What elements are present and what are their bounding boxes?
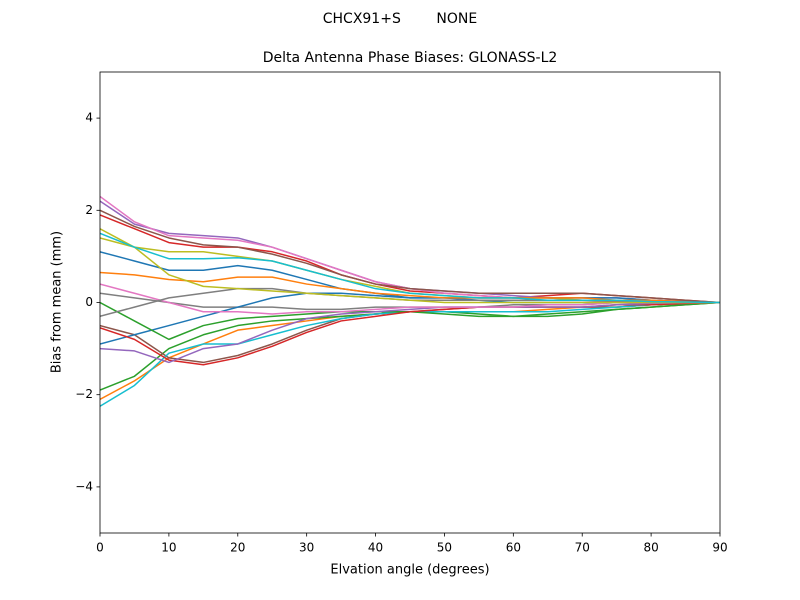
x-axis-label: Elvation angle (degrees) (330, 563, 489, 578)
y-tick-label: 2 (85, 203, 93, 217)
x-tick-label: 40 (368, 541, 383, 555)
y-tick-label: 4 (85, 111, 93, 125)
x-tick-label: 80 (643, 541, 658, 555)
suptitle: CHCX91+S NONE (323, 11, 478, 27)
data-line (100, 209, 720, 304)
x-tick-label: 60 (506, 541, 521, 555)
x-tick-label: 10 (161, 541, 176, 555)
data-line (100, 228, 720, 304)
data-line (100, 232, 720, 304)
x-tick-label: 0 (96, 541, 104, 555)
x-tick-label: 90 (712, 541, 727, 555)
y-tick-label: −4 (75, 479, 93, 493)
y-axis-label: Bias from mean (mm) (50, 231, 65, 373)
x-tick-label: 20 (230, 541, 245, 555)
chart-title: Delta Antenna Phase Biases: GLONASS-L2 (263, 50, 558, 66)
x-tick-label: 30 (299, 541, 314, 555)
y-tick-label: −2 (75, 387, 93, 401)
data-line (100, 301, 720, 364)
x-tick-label: 50 (437, 541, 452, 555)
data-line (100, 292, 720, 345)
x-tick-label: 70 (575, 541, 590, 555)
y-tick-label: 0 (85, 295, 93, 309)
